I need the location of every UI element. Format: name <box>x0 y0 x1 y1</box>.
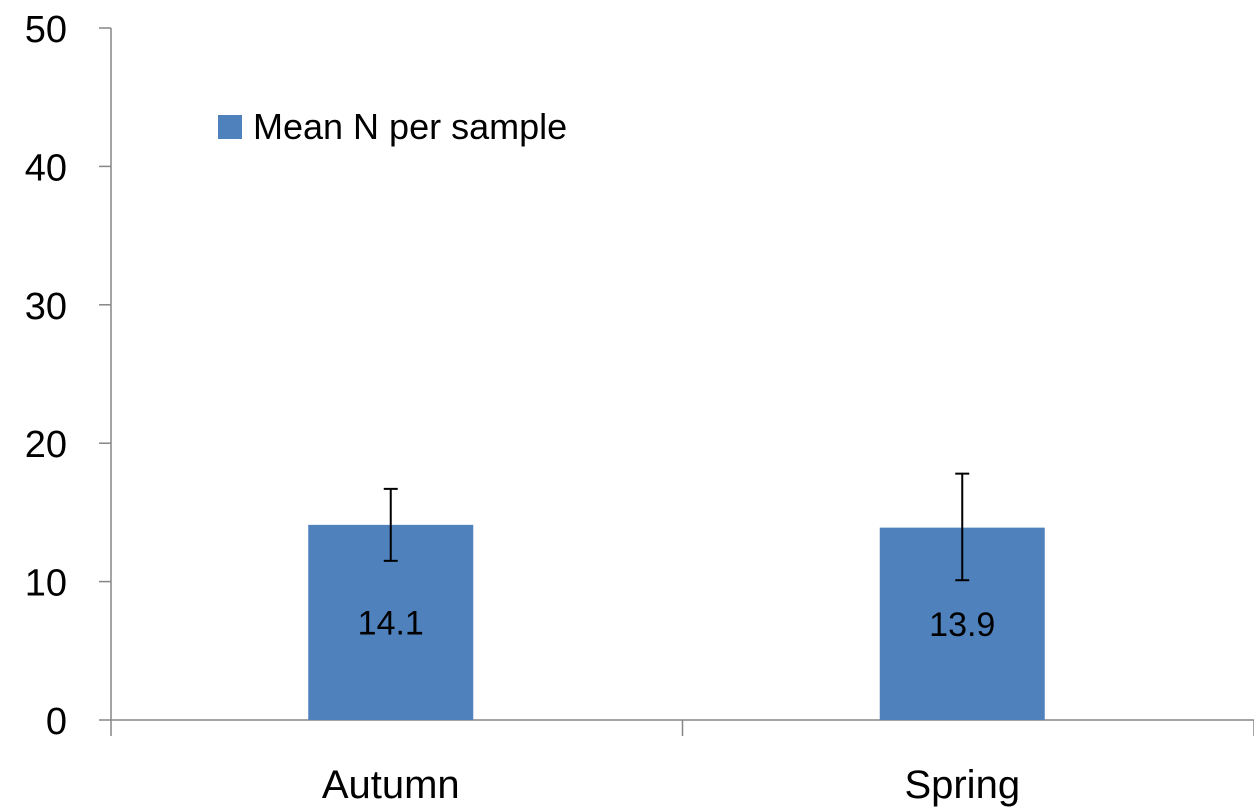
error-bars-group <box>383 472 970 582</box>
y-tick-label: 20 <box>25 424 67 466</box>
data-label: 13.9 <box>929 606 995 644</box>
labels-group: 14.1 Autumn 13.9 Spring <box>322 604 1020 807</box>
y-tick-label: 10 <box>25 563 67 605</box>
y-tick-label: 30 <box>25 286 67 328</box>
legend: Mean N per sample <box>218 106 567 147</box>
y-tick-label: 40 <box>25 147 67 189</box>
x-tick-label: Autumn <box>322 763 460 807</box>
legend-label: Mean N per sample <box>253 106 567 147</box>
x-tick-label: Spring <box>904 763 1020 807</box>
axes-group: 0 10 20 30 40 50 <box>25 9 1254 743</box>
legend-swatch <box>218 115 242 139</box>
y-tick-label: 0 <box>46 701 67 743</box>
data-label: 14.1 <box>358 604 424 642</box>
y-tick-label: 50 <box>25 9 67 51</box>
